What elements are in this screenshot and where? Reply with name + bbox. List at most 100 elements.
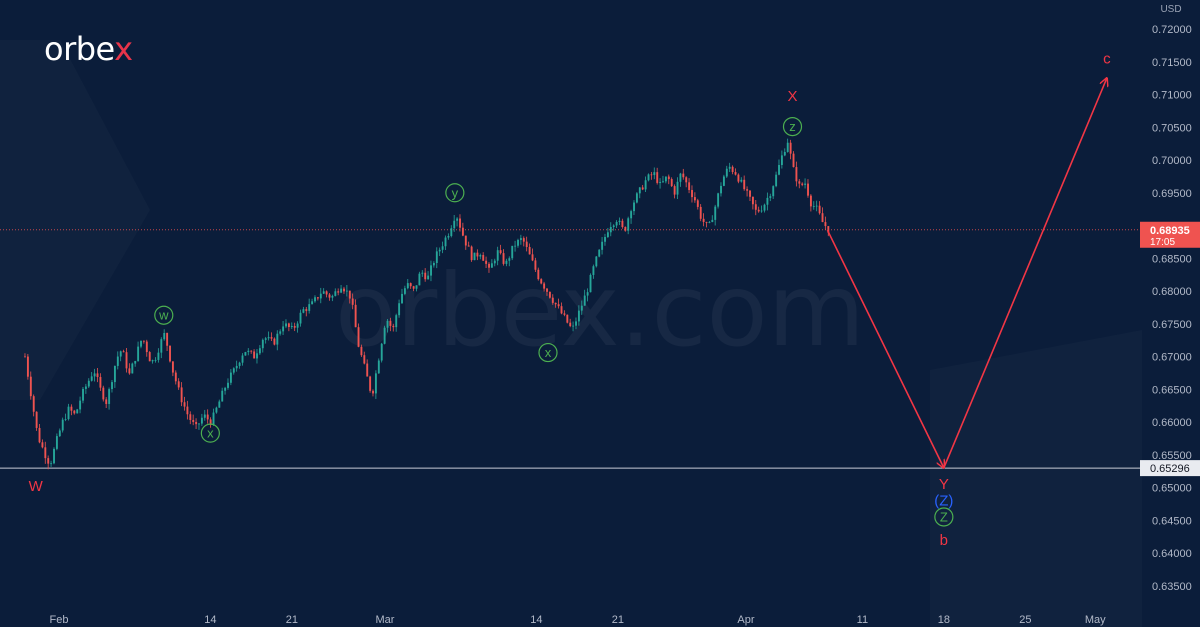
candle [58,428,61,438]
candle [343,286,345,294]
candle [546,288,548,296]
wave-label-text: (Z) [934,493,953,510]
time-tick-label: Apr [737,614,754,626]
candle [142,340,145,344]
candle [589,273,592,293]
candle [444,235,447,250]
watermark-text: orbex.com [335,252,865,369]
candle [285,319,287,329]
candle [621,218,624,229]
price-tick-label: 0.69500 [1152,188,1192,200]
candle [604,233,606,246]
candle [229,369,232,386]
candle [682,168,685,180]
candle [90,372,93,382]
candle [586,288,589,302]
price-tick-label: 0.64000 [1152,548,1192,560]
candle [650,171,653,180]
candle [395,313,398,332]
candle [598,249,601,258]
candle [296,321,299,333]
wave-label-c: c [1103,50,1111,67]
candle [441,241,444,254]
candle [557,298,560,309]
candle [253,349,256,359]
candle [615,220,618,229]
candle [424,268,427,282]
candle [247,348,250,356]
candle [96,367,99,383]
candle [32,394,35,417]
candle [377,358,380,374]
candle [398,299,401,318]
candle [580,300,583,315]
candle [479,253,482,260]
candle [595,256,598,268]
candle [209,417,212,428]
candle [786,138,789,153]
candle [514,240,517,252]
candle-countdown: 17:05 [1150,237,1175,248]
wave-label-circle [445,183,465,203]
candle [334,288,337,297]
candle [708,220,711,224]
wave-label-text: X [787,88,797,105]
candle [702,213,705,227]
price-tick-label: 0.71500 [1152,57,1192,69]
wave-label-w: w [154,305,174,325]
projection-path [826,78,1107,469]
candle [815,200,818,212]
candle [282,321,285,335]
candle [569,318,572,328]
candle [412,285,415,292]
time-axis[interactable]: Feb 14 21 Mar 14 21 Apr 11 18 25 May [50,614,1107,626]
candle [195,418,198,430]
candle [769,193,772,202]
wave-label-y: Y [939,476,949,493]
candle [505,258,508,267]
candle [731,165,734,175]
projection-leg-up [943,78,1107,469]
candle [267,331,270,341]
candle [215,406,218,414]
time-tick-label: Mar [376,614,395,626]
wave-label-text: w [158,308,169,323]
candle [476,249,479,261]
candle [522,236,525,247]
candle [401,288,403,304]
candle [760,205,763,213]
candle [577,305,580,326]
candle [125,348,128,373]
bg-chevron-shape [0,40,150,400]
candle [601,237,604,255]
candle [540,278,543,285]
candle [757,206,760,213]
price-axis[interactable]: USD 0.72000 0.71500 0.71000 0.70500 0.70000 0.… [1140,0,1200,627]
candle [737,173,740,184]
candle [566,314,569,324]
candle [818,201,821,215]
candle [392,323,395,332]
candle [409,282,412,289]
candle [653,167,656,180]
price-tick-label: 0.70500 [1152,122,1192,134]
candle [38,424,41,444]
candle [778,159,780,176]
wave-label-y: y [445,183,465,203]
candle [502,249,505,266]
candle [357,323,360,348]
candle [728,162,731,172]
candle [418,271,421,286]
candle [99,373,102,391]
price-tick-label: 0.68500 [1152,253,1192,265]
candle [746,186,749,197]
price-tick-label: 0.70000 [1152,155,1192,167]
candle [279,329,282,336]
candle [264,336,267,344]
candle [606,227,609,238]
candle [685,176,688,188]
candle [64,413,67,422]
candle [386,318,389,333]
